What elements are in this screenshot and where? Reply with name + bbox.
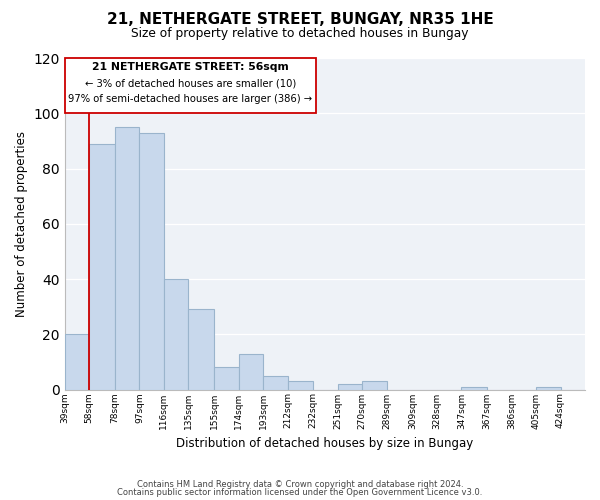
X-axis label: Distribution of detached houses by size in Bungay: Distribution of detached houses by size … <box>176 437 473 450</box>
Bar <box>461 387 487 390</box>
Bar <box>263 376 287 390</box>
Bar <box>338 384 362 390</box>
Text: Contains HM Land Registry data © Crown copyright and database right 2024.: Contains HM Land Registry data © Crown c… <box>137 480 463 489</box>
Text: Contains public sector information licensed under the Open Government Licence v3: Contains public sector information licen… <box>118 488 482 497</box>
Bar <box>362 381 387 390</box>
FancyBboxPatch shape <box>65 58 316 114</box>
Text: 21, NETHERGATE STREET, BUNGAY, NR35 1HE: 21, NETHERGATE STREET, BUNGAY, NR35 1HE <box>107 12 493 28</box>
Text: Size of property relative to detached houses in Bungay: Size of property relative to detached ho… <box>131 28 469 40</box>
Text: 97% of semi-detached houses are larger (386) →: 97% of semi-detached houses are larger (… <box>68 94 313 104</box>
Bar <box>115 127 139 390</box>
Text: ← 3% of detached houses are smaller (10): ← 3% of detached houses are smaller (10) <box>85 78 296 88</box>
Bar <box>188 310 214 390</box>
Bar <box>536 387 560 390</box>
Bar <box>139 132 164 390</box>
Y-axis label: Number of detached properties: Number of detached properties <box>15 131 28 317</box>
Bar <box>214 368 239 390</box>
Bar <box>239 354 263 390</box>
Text: 21 NETHERGATE STREET: 56sqm: 21 NETHERGATE STREET: 56sqm <box>92 62 289 72</box>
Bar <box>287 381 313 390</box>
Bar <box>65 334 89 390</box>
Bar <box>89 144 115 390</box>
Bar <box>164 279 188 390</box>
